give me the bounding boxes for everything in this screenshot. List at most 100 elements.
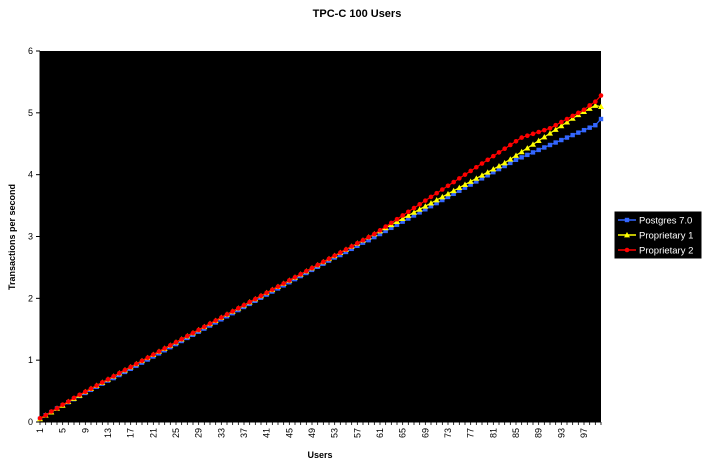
data-point-proprietary-2 bbox=[400, 213, 405, 218]
data-point-proprietary-2 bbox=[445, 183, 451, 189]
data-point-postgres-7-0 bbox=[496, 166, 502, 172]
data-point-proprietary-2 bbox=[428, 194, 434, 200]
data-point-proprietary-2 bbox=[377, 228, 383, 233]
data-point-proprietary-2 bbox=[576, 110, 581, 116]
data-point-proprietary-2 bbox=[406, 209, 411, 215]
data-point-proprietary-2 bbox=[547, 125, 553, 131]
data-point-proprietary-1 bbox=[496, 163, 502, 169]
data-point-proprietary-2 bbox=[389, 220, 394, 226]
data-point-proprietary-2 bbox=[338, 250, 343, 255]
data-point-postgres-7-0 bbox=[349, 246, 354, 252]
data-point-proprietary-2 bbox=[542, 127, 547, 133]
data-point-postgres-7-0 bbox=[576, 130, 581, 135]
data-point-proprietary-1 bbox=[399, 215, 406, 221]
x-tick-label: 89 bbox=[534, 428, 544, 438]
legend-label: Postgres 7.0 bbox=[639, 216, 692, 227]
data-point-proprietary-2 bbox=[587, 103, 592, 108]
data-point-postgres-7-0 bbox=[457, 188, 462, 193]
data-point-proprietary-1 bbox=[450, 187, 457, 194]
series-layer bbox=[37, 93, 604, 422]
data-point-postgres-7-0 bbox=[468, 182, 473, 187]
x-tick-label: 45 bbox=[284, 428, 294, 438]
data-point-postgres-7-0 bbox=[372, 234, 377, 240]
data-point-proprietary-2 bbox=[508, 142, 513, 148]
data-point-proprietary-2 bbox=[224, 312, 230, 317]
data-point-proprietary-1 bbox=[467, 178, 474, 184]
data-point-proprietary-2 bbox=[315, 262, 320, 268]
legend: Postgres 7.0 Proprietary 1 Proprietary 2 bbox=[613, 210, 703, 260]
data-point-postgres-7-0 bbox=[377, 231, 383, 237]
y-tick-label: 3 bbox=[28, 232, 33, 242]
data-point-postgres-7-0 bbox=[547, 142, 553, 148]
data-point-postgres-7-0 bbox=[479, 176, 485, 181]
data-point-proprietary-2 bbox=[530, 131, 536, 137]
data-point-proprietary-2 bbox=[275, 284, 281, 289]
data-point-proprietary-2 bbox=[553, 122, 558, 128]
data-point-proprietary-2 bbox=[253, 296, 258, 302]
data-point-proprietary-2 bbox=[417, 202, 422, 207]
data-point-proprietary-1 bbox=[462, 181, 468, 187]
data-point-proprietary-2 bbox=[49, 409, 54, 414]
data-point-proprietary-2 bbox=[185, 333, 190, 339]
x-tick-label: 5 bbox=[58, 428, 68, 433]
data-point-postgres-7-0 bbox=[474, 179, 479, 184]
data-point-postgres-7-0 bbox=[434, 200, 439, 206]
data-point-proprietary-1 bbox=[439, 193, 446, 200]
data-point-postgres-7-0 bbox=[343, 249, 349, 255]
data-point-proprietary-2 bbox=[43, 412, 48, 418]
data-point-proprietary-1 bbox=[547, 130, 553, 136]
data-point-proprietary-1 bbox=[433, 197, 440, 203]
data-point-proprietary-2 bbox=[207, 321, 213, 326]
data-point-proprietary-2 bbox=[332, 253, 337, 258]
data-point-proprietary-2 bbox=[88, 386, 94, 391]
x-tick-label: 97 bbox=[579, 428, 589, 438]
x-tick-label: 53 bbox=[330, 428, 340, 438]
data-point-proprietary-2 bbox=[394, 216, 400, 222]
data-point-proprietary-2 bbox=[513, 138, 519, 144]
data-point-proprietary-2 bbox=[66, 399, 71, 404]
x-tick-label: 37 bbox=[239, 428, 249, 438]
data-point-proprietary-2 bbox=[173, 339, 179, 345]
data-point-postgres-7-0 bbox=[423, 207, 428, 212]
data-point-proprietary-1 bbox=[558, 122, 565, 129]
data-point-proprietary-1 bbox=[405, 212, 412, 218]
data-point-proprietary-2 bbox=[502, 146, 507, 151]
data-point-postgres-7-0 bbox=[411, 213, 417, 218]
data-point-postgres-7-0 bbox=[553, 140, 558, 145]
data-point-postgres-7-0 bbox=[593, 123, 598, 128]
x-tick-label: 41 bbox=[262, 428, 272, 438]
data-point-proprietary-1 bbox=[507, 156, 514, 162]
data-point-proprietary-2 bbox=[71, 395, 77, 401]
data-point-proprietary-2 bbox=[60, 402, 65, 407]
data-point-proprietary-2 bbox=[281, 281, 286, 286]
data-point-proprietary-1 bbox=[564, 119, 570, 125]
data-point-postgres-7-0 bbox=[508, 160, 513, 166]
data-point-proprietary-1 bbox=[479, 172, 485, 178]
data-point-proprietary-2 bbox=[213, 318, 218, 323]
data-point-proprietary-2 bbox=[536, 129, 541, 135]
data-point-postgres-7-0 bbox=[417, 210, 422, 215]
data-point-proprietary-1 bbox=[484, 169, 491, 175]
data-point-proprietary-2 bbox=[134, 361, 139, 367]
data-point-proprietary-2 bbox=[151, 352, 156, 357]
data-point-proprietary-1 bbox=[541, 133, 548, 140]
legend-marker bbox=[624, 217, 630, 223]
data-point-proprietary-1 bbox=[456, 184, 463, 191]
data-point-proprietary-2 bbox=[145, 355, 150, 360]
data-point-proprietary-2 bbox=[202, 324, 207, 330]
data-point-proprietary-2 bbox=[496, 150, 502, 155]
data-point-proprietary-2 bbox=[349, 244, 354, 249]
data-point-postgres-7-0 bbox=[355, 243, 360, 248]
data-point-proprietary-2 bbox=[304, 268, 309, 274]
data-point-postgres-7-0 bbox=[513, 157, 519, 163]
y-tick-label: 1 bbox=[28, 355, 33, 365]
data-point-proprietary-2 bbox=[321, 259, 326, 265]
data-point-proprietary-2 bbox=[292, 275, 298, 280]
data-point-proprietary-2 bbox=[128, 364, 133, 370]
data-point-proprietary-1 bbox=[592, 102, 599, 108]
data-point-proprietary-2 bbox=[457, 176, 462, 181]
data-point-proprietary-1 bbox=[411, 209, 417, 215]
data-point-proprietary-2 bbox=[219, 315, 224, 320]
x-tick-label: 77 bbox=[466, 428, 476, 438]
data-point-proprietary-2 bbox=[519, 135, 524, 140]
